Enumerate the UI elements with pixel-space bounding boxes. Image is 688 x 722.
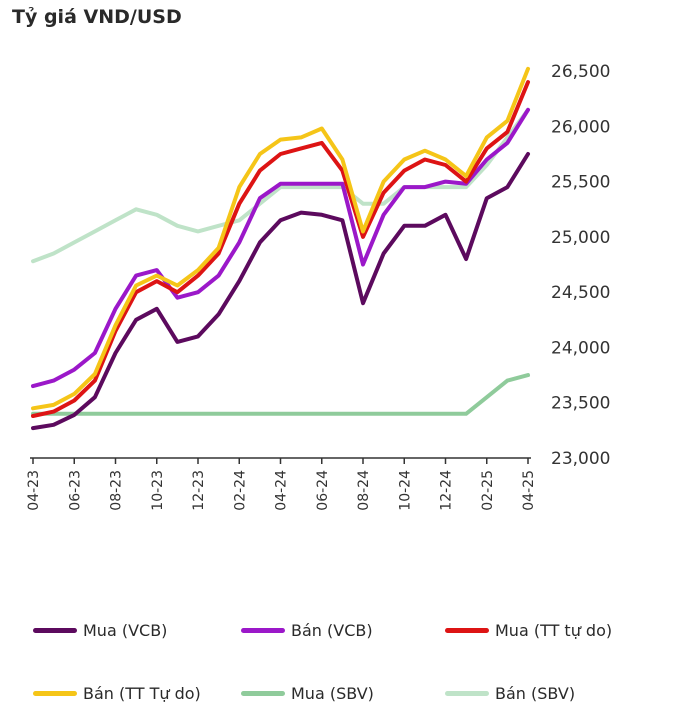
x-tick-label: 06-23 [67,470,83,511]
legend-label: Bán (VCB) [291,621,373,640]
legend-item-mua-vcb: Mua (VCB) [33,621,167,640]
y-tick-label: 23,000 [551,449,610,469]
y-tick-label: 25,000 [551,228,610,248]
legend-item-ban-sbv: Bán (SBV) [445,684,575,703]
x-tick-label: 08-23 [109,470,125,511]
x-tick-label: 10-23 [150,470,166,511]
x-tick-label: 10-24 [397,470,413,511]
legend-swatch [445,691,489,696]
legend-swatch [241,691,285,696]
series-line-2 [31,80,530,418]
line-chart: 04-23 06-23 08-23 10-23 12-23 02-24 04-24 06-24… [26,62,610,511]
y-tick-label: 26,000 [551,117,610,137]
y-tick-label: 25,500 [551,173,610,193]
y-tick-label: 23,500 [551,394,610,414]
series-layer [31,66,530,431]
y-tick-label: 24,000 [551,338,610,358]
y-tick-label: 26,500 [551,62,610,82]
series-line-3 [31,66,530,411]
legend-swatch [445,628,489,633]
x-tick-label: 12-23 [191,470,207,511]
legend-swatch [33,628,77,633]
y-tick-label: 24,500 [551,283,610,303]
x-axis-ticks: 04-23 06-23 08-23 10-23 12-23 02-24 04-24 06-24… [26,458,537,511]
legend-label: Mua (SBV) [291,684,374,703]
legend-item-mua-sbv: Mua (SBV) [241,684,374,703]
chart-title: Tỷ giá VND/USD [12,6,182,28]
x-tick-label: 02-24 [232,470,248,511]
legend-swatch [241,628,285,633]
x-tick-label: 02-25 [480,470,496,511]
series-line-5 [31,107,530,264]
legend-label: Bán (SBV) [495,684,576,703]
x-tick-label: 06-24 [315,470,331,511]
legend-label: Mua (TT tự do) [495,621,613,640]
y-axis-ticks: 23,000 23,500 24,000 24,500 25,000 25,500 26,0… [551,62,610,469]
legend-label: Mua (VCB) [83,621,168,640]
x-tick-label: 04-23 [26,470,42,511]
x-tick-label: 12-24 [439,470,455,511]
legend-item-mua-tt-tu-do: Mua (TT tự do) [445,621,612,640]
x-tick-label: 04-25 [521,470,537,511]
legend-swatch [33,691,77,696]
legend-item-ban-tt-tu-do: Bán (TT Tự do) [33,684,201,703]
legend-label: Bán (TT Tự do) [83,684,201,703]
x-tick-label: 08-24 [356,470,372,511]
legend-item-ban-vcb: Bán (VCB) [241,621,373,640]
series-line-1 [31,107,530,389]
x-tick-label: 04-24 [274,470,290,511]
series-line-4 [31,373,530,416]
series-line-0 [31,152,530,431]
